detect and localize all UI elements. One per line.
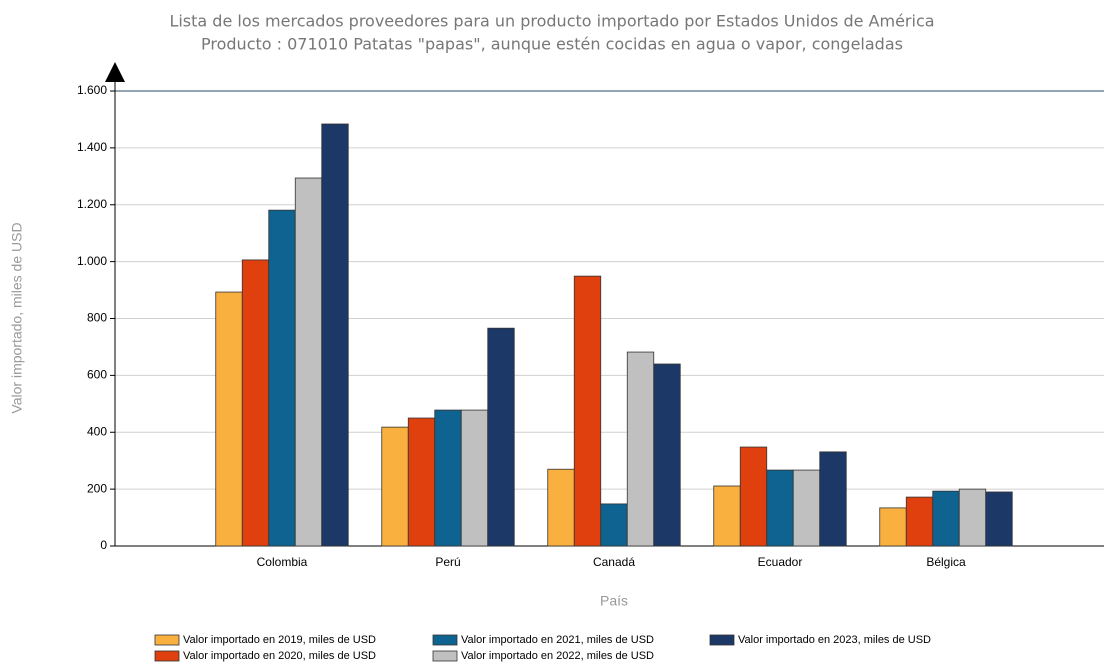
chart-title: Lista de los mercados proveedores para u… — [169, 12, 934, 31]
legend-label: Valor importado en 2019, miles de USD — [183, 634, 376, 646]
y-tick-label: 800 — [87, 311, 107, 325]
x-axis-label: País — [600, 593, 628, 609]
x-tick-label: Colombia — [257, 555, 308, 569]
legend-swatch — [432, 650, 458, 662]
x-tick-label: Perú — [435, 555, 460, 569]
bar — [573, 275, 602, 547]
y-axis-label: Valor importado, miles de USD — [9, 222, 25, 413]
bar — [713, 485, 741, 547]
bar — [241, 259, 270, 547]
bar — [792, 469, 821, 547]
y-tick-label: 600 — [87, 368, 107, 382]
x-tick-label: Canadá — [593, 555, 635, 569]
bar — [215, 291, 243, 547]
bar — [958, 488, 987, 547]
legend-label: Valor importado en 2020, miles de USD — [183, 650, 376, 662]
bar — [905, 496, 934, 547]
y-axis-arrow — [105, 62, 125, 82]
legend-label: Valor importado en 2021, miles de USD — [461, 634, 654, 646]
bar — [739, 446, 768, 547]
legend-label: Valor importado en 2022, miles de USD — [461, 650, 654, 662]
x-tick-label: Bélgica — [926, 555, 966, 569]
bar — [766, 469, 794, 547]
bar — [294, 177, 323, 547]
bar — [321, 123, 349, 547]
bar — [268, 209, 296, 547]
y-tick-label: 200 — [87, 481, 107, 495]
bar — [626, 351, 655, 547]
y-tick-label: 0 — [100, 538, 107, 552]
y-tick-label: 400 — [87, 424, 107, 438]
y-tick-label: 1.600 — [77, 83, 107, 97]
bar — [547, 468, 575, 547]
bar — [819, 451, 847, 547]
bar — [381, 426, 409, 547]
legend-swatch — [154, 650, 180, 662]
y-tick-label: 1.400 — [77, 140, 107, 154]
bar — [653, 363, 681, 547]
x-tick-label: Ecuador — [758, 555, 803, 569]
bar — [985, 491, 1013, 547]
bar — [434, 409, 462, 547]
legend-swatch — [154, 634, 180, 646]
bar — [407, 417, 436, 547]
bar — [460, 409, 489, 547]
bar — [600, 503, 628, 547]
bar — [932, 490, 960, 547]
y-tick-label: 1.200 — [77, 197, 107, 211]
legend-swatch — [709, 634, 735, 646]
y-tick-label: 1.000 — [77, 254, 107, 268]
legend-swatch — [432, 634, 458, 646]
legend-label: Valor importado en 2023, miles de USD — [738, 634, 931, 646]
bar — [487, 327, 515, 547]
chart-subtitle: Producto : 071010 Patatas "papas", aunqu… — [201, 35, 903, 54]
bar — [879, 507, 907, 547]
